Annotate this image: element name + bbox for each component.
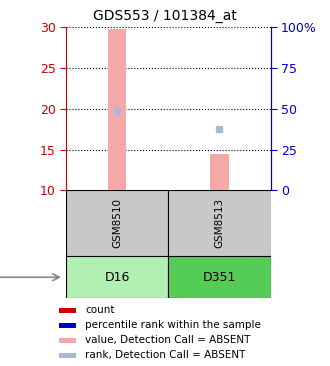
Text: rank, Detection Call = ABSENT: rank, Detection Call = ABSENT bbox=[85, 350, 246, 360]
Bar bbox=[59, 323, 76, 328]
Bar bbox=[108, 29, 126, 190]
Bar bbox=[59, 338, 76, 343]
Bar bbox=[59, 308, 76, 313]
Text: GSM8510: GSM8510 bbox=[112, 198, 122, 248]
Text: count: count bbox=[85, 306, 115, 315]
Bar bbox=[168, 190, 271, 256]
Bar bbox=[66, 190, 168, 256]
Text: GDS553 / 101384_at: GDS553 / 101384_at bbox=[93, 9, 237, 23]
Bar bbox=[59, 353, 76, 358]
Text: D351: D351 bbox=[203, 271, 236, 284]
Text: value, Detection Call = ABSENT: value, Detection Call = ABSENT bbox=[85, 335, 251, 345]
Bar bbox=[210, 154, 229, 190]
Text: GSM8513: GSM8513 bbox=[214, 198, 224, 248]
Text: percentile rank within the sample: percentile rank within the sample bbox=[85, 320, 261, 330]
Bar bbox=[66, 256, 168, 298]
Text: D16: D16 bbox=[105, 271, 130, 284]
Bar bbox=[168, 256, 271, 298]
